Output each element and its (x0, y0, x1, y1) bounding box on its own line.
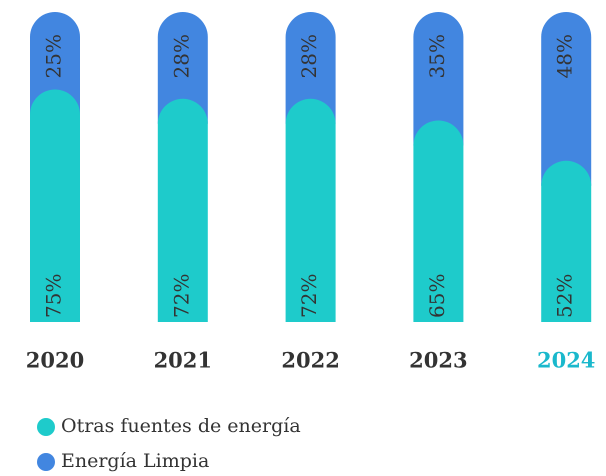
bar-segment (30, 89, 80, 322)
x-tick-label: 2021 (154, 348, 212, 373)
value-label: 48% (553, 34, 577, 78)
value-label: 65% (425, 274, 449, 318)
value-label: 25% (42, 34, 66, 78)
value-label: 35% (425, 34, 449, 78)
bar-segment (157, 12, 208, 124)
legend-label: Energía Limpia (61, 450, 209, 472)
value-label: 28% (297, 34, 321, 78)
bar-segment (157, 98, 208, 322)
bar-segment (541, 12, 592, 186)
value-label: 72% (169, 274, 193, 318)
x-tick-label: 2022 (281, 348, 339, 373)
bar-segment (413, 120, 464, 322)
legend-label: Otras fuentes de energía (61, 415, 301, 437)
value-label: 75% (42, 274, 66, 318)
x-tick-label: 2023 (409, 348, 467, 373)
bar-segment (413, 12, 464, 146)
value-label: 72% (297, 274, 321, 318)
bar-segment (30, 12, 80, 115)
value-label: 28% (169, 34, 193, 78)
value-label: 52% (553, 274, 577, 318)
x-tick-label: 2020 (26, 348, 84, 373)
legend-swatch (37, 418, 55, 436)
legend-swatch (37, 453, 55, 471)
bar-segment (285, 98, 336, 322)
bar-segment (541, 160, 592, 322)
bar-segment (285, 12, 336, 124)
x-tick-label: 2024 (537, 348, 595, 373)
